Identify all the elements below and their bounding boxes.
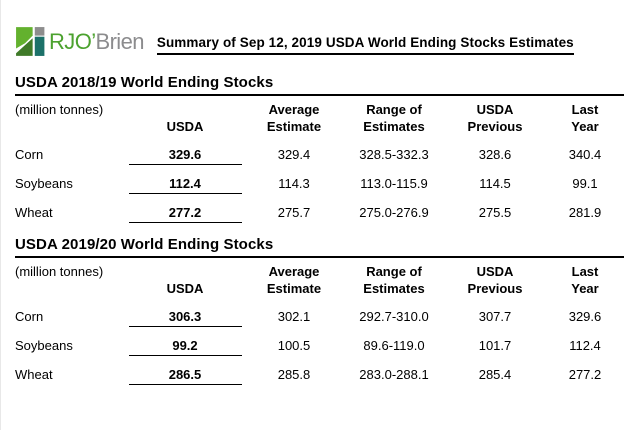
average-estimate-value: 302.1 [277, 309, 311, 324]
last-year-value: 329.6 [568, 309, 602, 324]
table-row-corn: Corn 329.6 329.4 328.5-332.3 328.6 340.4 [15, 140, 625, 169]
average-estimate-value: 329.4 [277, 147, 311, 162]
commodity-label: Soybeans [15, 176, 73, 191]
usda-value-cell: 306.3 [125, 302, 245, 331]
commodity-label: Corn [15, 147, 44, 162]
usda-value-cell: 329.6 [125, 140, 245, 169]
column-header-usda: USDA [166, 119, 204, 134]
usda-value-cell: 99.2 [125, 331, 245, 360]
unit-label-cell: (million tonnes) [15, 101, 125, 140]
column-header-last-year: Last Year [571, 264, 599, 296]
range-value: 275.0-276.9 [359, 205, 429, 220]
usda-value: 277.2 [128, 205, 242, 223]
last-year-value: 281.9 [568, 205, 602, 220]
last-year-value: 277.2 [568, 367, 602, 382]
column-header-usda-previous: USDA Previous [467, 102, 523, 134]
table-header-row: (million tonnes) USDA Average Estimate R… [15, 263, 625, 302]
range-value: 89.6-119.0 [363, 338, 425, 353]
usda-previous-value: 114.5 [479, 176, 511, 191]
usda-value: 306.3 [128, 309, 242, 327]
commodity-label: Wheat [15, 367, 53, 382]
range-value: 113.0-115.9 [360, 176, 428, 191]
section-2018-19: USDA 2018/19 World Ending Stocks (millio… [1, 74, 636, 227]
rjobrien-logo-icon [16, 27, 45, 56]
table-row-soybeans: Soybeans 99.2 100.5 89.6-119.0 101.7 112… [15, 331, 625, 360]
last-year-value: 99.1 [572, 176, 598, 191]
range-value: 283.0-288.1 [359, 367, 429, 382]
unit-label-cell: (million tonnes) [15, 263, 125, 302]
commodity-label: Soybeans [15, 338, 73, 353]
page-title: Summary of Sep 12, 2019 USDA World Endin… [156, 35, 574, 55]
section-2019-20: USDA 2019/20 World Ending Stocks (millio… [1, 236, 636, 389]
wordmark-green-part: RJO’ [49, 28, 96, 54]
average-estimate-value: 100.5 [277, 338, 311, 353]
report-header: RJO’Brien Summary of Sep 12, 2019 USDA W… [1, 0, 636, 57]
last-year-value: 112.4 [569, 338, 601, 353]
usda-previous-value: 328.6 [478, 147, 512, 162]
commodity-label: Wheat [15, 205, 53, 220]
average-estimate-value: 285.8 [277, 367, 311, 382]
stocks-table-2018-19: (million tonnes) USDA Average Estimate R… [15, 101, 625, 227]
unit-label: (million tonnes) [15, 264, 104, 279]
rjobrien-wordmark: RJO’Brien [49, 28, 145, 54]
usda-value: 99.2 [128, 338, 242, 356]
table-row-corn: Corn 306.3 302.1 292.7-310.0 307.7 329.6 [15, 302, 625, 331]
last-year-value: 340.4 [568, 147, 602, 162]
usda-value-cell: 277.2 [125, 198, 245, 227]
column-header-average-estimate: Average Estimate [266, 102, 322, 134]
table-header-row: (million tonnes) USDA Average Estimate R… [15, 101, 625, 140]
usda-value-cell: 286.5 [125, 360, 245, 389]
average-estimate-value: 275.7 [277, 205, 311, 220]
table-row-wheat: Wheat 277.2 275.7 275.0-276.9 275.5 281.… [15, 198, 625, 227]
usda-previous-value: 307.7 [478, 309, 512, 324]
range-value: 292.7-310.0 [359, 309, 429, 324]
column-header-usda-previous: USDA Previous [467, 264, 523, 296]
usda-value: 112.4 [128, 176, 242, 194]
usda-previous-value: 285.4 [478, 367, 512, 382]
range-value: 328.5-332.3 [359, 147, 429, 162]
column-header-average-estimate: Average Estimate [266, 264, 322, 296]
unit-label: (million tonnes) [15, 102, 104, 117]
rjobrien-logo: RJO’Brien [15, 26, 144, 57]
table-row-soybeans: Soybeans 112.4 114.3 113.0-115.9 114.5 9… [15, 169, 625, 198]
usda-value: 286.5 [128, 367, 242, 385]
table-row-wheat: Wheat 286.5 285.8 283.0-288.1 285.4 277.… [15, 360, 625, 389]
usda-value: 329.6 [128, 147, 242, 165]
stocks-table-2019-20: (million tonnes) USDA Average Estimate R… [15, 263, 625, 389]
usda-value-cell: 112.4 [125, 169, 245, 198]
section-title: USDA 2019/20 World Ending Stocks [15, 236, 624, 258]
commodity-label: Corn [15, 309, 44, 324]
column-header-usda: USDA [166, 281, 204, 296]
usda-previous-value: 101.7 [478, 338, 512, 353]
section-title: USDA 2018/19 World Ending Stocks [15, 74, 624, 96]
column-header-range-of-estimates: Range of Estimates [363, 102, 425, 134]
column-header-range-of-estimates: Range of Estimates [363, 264, 425, 296]
usda-previous-value: 275.5 [478, 205, 512, 220]
wordmark-gray-part: Brien [95, 28, 145, 54]
average-estimate-value: 114.3 [278, 176, 310, 191]
column-header-last-year: Last Year [571, 102, 599, 134]
